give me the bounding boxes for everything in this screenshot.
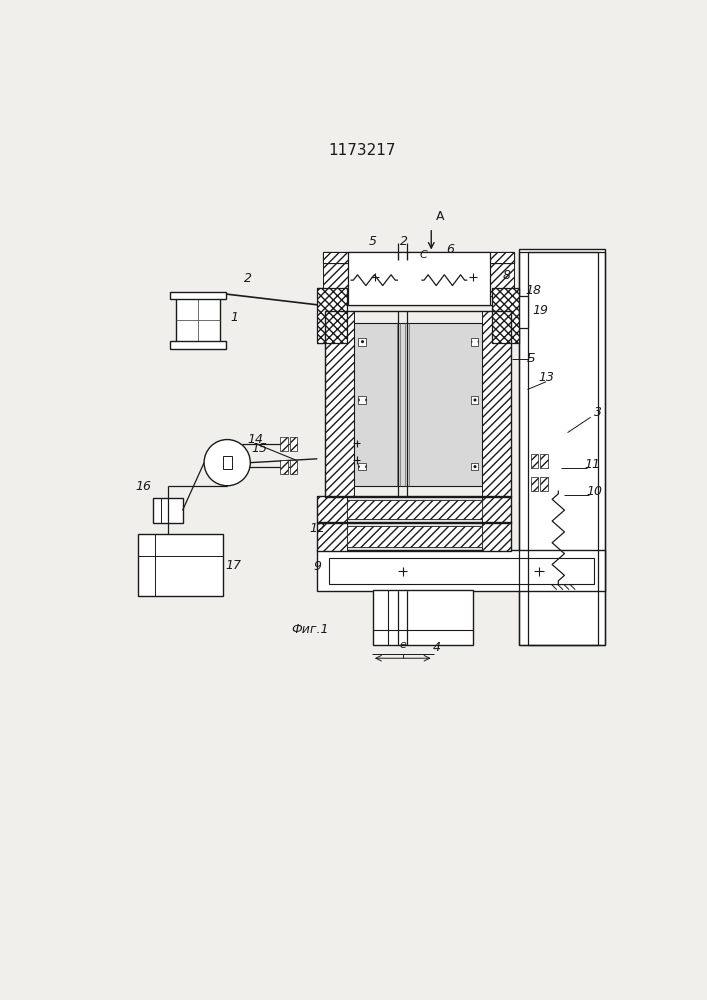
Bar: [153, 498, 182, 523]
Text: 14: 14: [247, 433, 263, 446]
Bar: [519, 249, 605, 645]
Bar: [317, 496, 511, 523]
Bar: [281, 460, 288, 474]
Text: 4: 4: [433, 641, 440, 654]
Text: Б: Б: [526, 352, 535, 365]
Bar: [325, 311, 354, 497]
Bar: [170, 292, 226, 299]
Text: 3: 3: [595, 406, 602, 419]
Text: 6: 6: [447, 243, 455, 256]
Bar: [519, 296, 528, 328]
Text: 10: 10: [587, 485, 602, 498]
Text: 1173217: 1173217: [328, 143, 396, 158]
Text: 15: 15: [252, 442, 268, 455]
Circle shape: [204, 440, 250, 486]
Bar: [358, 396, 366, 404]
Text: e: e: [399, 640, 407, 650]
Bar: [290, 437, 297, 451]
Text: 1: 1: [230, 311, 238, 324]
Bar: [317, 522, 511, 551]
Text: C: C: [420, 250, 428, 260]
Bar: [317, 496, 346, 523]
Text: 2: 2: [399, 235, 407, 248]
Text: A: A: [436, 210, 445, 223]
Text: 17: 17: [226, 559, 242, 572]
Bar: [138, 534, 223, 596]
Bar: [471, 396, 478, 404]
Text: Фиг.1: Фиг.1: [291, 623, 328, 636]
Bar: [223, 456, 232, 469]
Bar: [324, 252, 515, 263]
Bar: [358, 463, 366, 470]
Bar: [540, 454, 547, 468]
Bar: [471, 338, 478, 346]
Text: 9: 9: [313, 560, 321, 573]
Text: 13: 13: [538, 371, 554, 384]
Bar: [471, 463, 478, 470]
Bar: [348, 252, 490, 305]
Text: 5: 5: [369, 235, 377, 248]
Bar: [540, 477, 547, 491]
Bar: [317, 550, 605, 591]
Text: 16: 16: [135, 480, 151, 493]
Bar: [530, 454, 538, 468]
Bar: [482, 496, 511, 523]
Bar: [325, 311, 511, 497]
Bar: [324, 252, 348, 305]
Text: 19: 19: [532, 304, 549, 317]
Bar: [492, 288, 519, 343]
Bar: [281, 437, 288, 451]
Bar: [358, 338, 366, 346]
Bar: [530, 477, 538, 491]
Bar: [346, 500, 482, 519]
Bar: [346, 500, 482, 519]
Bar: [354, 323, 482, 486]
Text: 8: 8: [503, 269, 510, 282]
Bar: [324, 252, 515, 263]
Bar: [490, 252, 515, 305]
Bar: [317, 288, 346, 343]
Bar: [482, 522, 511, 551]
Bar: [324, 296, 515, 305]
Bar: [170, 341, 226, 349]
Bar: [317, 288, 346, 343]
Bar: [346, 526, 482, 547]
Bar: [317, 522, 346, 551]
Bar: [175, 298, 221, 343]
Bar: [290, 460, 297, 474]
Bar: [482, 311, 511, 497]
Text: 11: 11: [584, 458, 600, 471]
Bar: [492, 288, 519, 343]
Text: 18: 18: [525, 284, 541, 297]
Text: 2: 2: [244, 272, 252, 285]
Bar: [329, 558, 594, 584]
Bar: [373, 590, 473, 645]
Text: 12: 12: [309, 522, 325, 535]
Bar: [346, 526, 482, 547]
